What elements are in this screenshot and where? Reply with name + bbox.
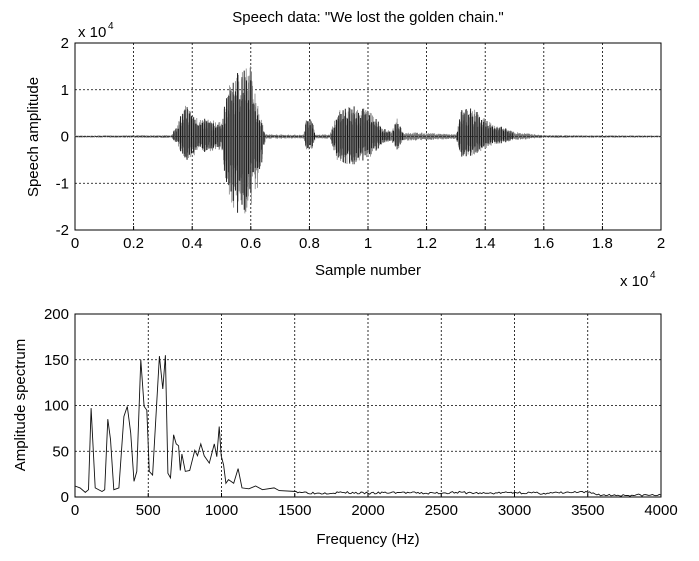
- x-tick-label: 1: [364, 235, 372, 252]
- x-tick-label: 0.4: [182, 235, 203, 252]
- top-chart-title: Speech data: "We lost the golden chain.": [232, 9, 503, 26]
- x-tick-label: 2500: [425, 502, 458, 519]
- x-tick-label: 0: [71, 502, 79, 519]
- waveform-peaks: [173, 70, 513, 213]
- top-x-multiplier-exp: 4: [650, 270, 656, 281]
- x-tick-label: 4000: [644, 502, 677, 519]
- y-tick-label: 0: [61, 489, 69, 506]
- bottom-y-axis-label: Amplitude spectrum: [12, 339, 29, 472]
- y-tick-label: 150: [44, 352, 69, 369]
- bottom-x-axis-label: Frequency (Hz): [316, 531, 419, 548]
- x-tick-label: 1500: [278, 502, 311, 519]
- x-tick-label: 2000: [351, 502, 384, 519]
- y-tick-label: 100: [44, 398, 69, 415]
- plot-frame: [74, 313, 662, 498]
- x-tick-label: 3500: [571, 502, 604, 519]
- speech-waveform-plot: 0 0.2 0.4 0.6 0.8 1 1.2 1.4 1.6 1.8 2 -2 -1 0 1 2: [56, 35, 666, 252]
- x-tick-label: 3000: [498, 502, 531, 519]
- waveform-series: [74, 66, 662, 214]
- x-tick-label: 500: [136, 502, 161, 519]
- y-tick-label: 0: [61, 129, 69, 146]
- y-tick-label: 1: [61, 82, 69, 99]
- x-tick-label: 1.4: [475, 235, 496, 252]
- top-x-multiplier: x 10: [620, 273, 648, 290]
- top-y-multiplier: x 10: [78, 24, 106, 41]
- top-x-axis-label: Sample number: [315, 262, 421, 279]
- y-tick-label: -1: [56, 175, 69, 192]
- x-tick-label: 0.8: [299, 235, 320, 252]
- x-tick-label: 1000: [205, 502, 238, 519]
- x-tick-label: 1.8: [592, 235, 613, 252]
- amplitude-spectrum-plot: 0 500 1000 1500 2000 2500 3000 3500 4000 0 50 100 15…: [44, 306, 678, 519]
- y-tick-label: 50: [52, 443, 69, 460]
- x-tick-label: 1.2: [416, 235, 437, 252]
- x-tick-label: 1.6: [533, 235, 554, 252]
- y-tick-label: 200: [44, 306, 69, 323]
- x-tick-label: 0.6: [240, 235, 261, 252]
- top-y-axis-label: Speech amplitude: [25, 77, 42, 197]
- x-tick-label: 2: [657, 235, 665, 252]
- y-tick-label: 2: [61, 35, 69, 52]
- spectrum-series: [74, 355, 662, 497]
- y-tick-label: -2: [56, 222, 69, 239]
- top-y-multiplier-exp: 4: [108, 21, 114, 32]
- x-tick-label: 0: [71, 235, 79, 252]
- x-tick-label: 0.2: [123, 235, 144, 252]
